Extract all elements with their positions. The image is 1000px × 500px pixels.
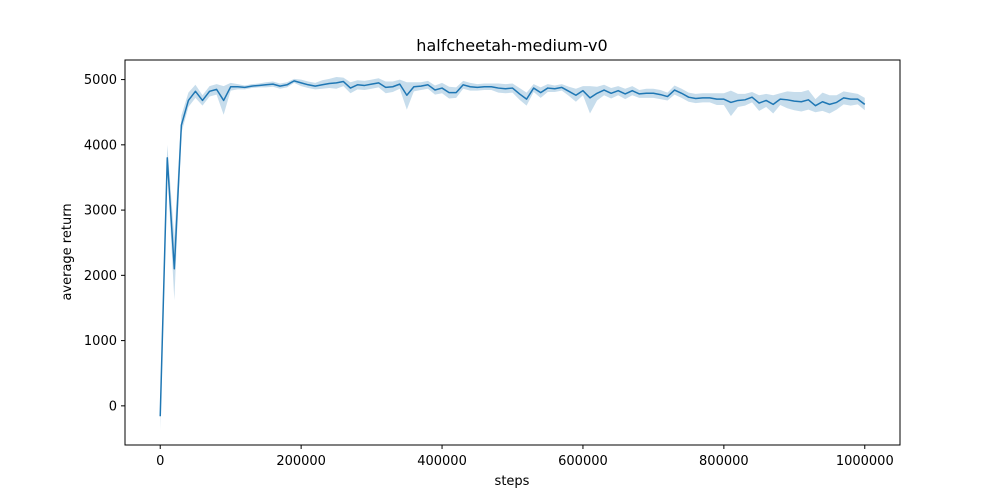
plot-frame (124, 59, 901, 446)
y-tick-label: 3000 (84, 204, 117, 219)
chart-title: halfcheetah-medium-v0 (416, 36, 607, 55)
y-tick-label: 5000 (84, 73, 117, 88)
x-tick-label: 1000000 (836, 454, 894, 469)
x-tick-label: 600000 (558, 454, 608, 469)
y-tick-label: 0 (109, 399, 117, 414)
x-tick-label: 400000 (417, 454, 467, 469)
x-tick-label: 800000 (699, 454, 749, 469)
plot-area (159, 76, 866, 430)
axis-ticks: 0 200000 400000 600000 800000 1000000 0 1000 200… (84, 73, 894, 469)
y-axis-label: average return (60, 203, 75, 300)
series-line (159, 80, 866, 417)
y-tick-label: 1000 (84, 334, 117, 349)
y-tick-label: 4000 (84, 138, 117, 153)
x-tick-label: 0 (156, 454, 164, 469)
y-tick-label: 2000 (84, 269, 117, 284)
x-tick-label: 200000 (276, 454, 326, 469)
x-axis-label: steps (495, 474, 530, 489)
